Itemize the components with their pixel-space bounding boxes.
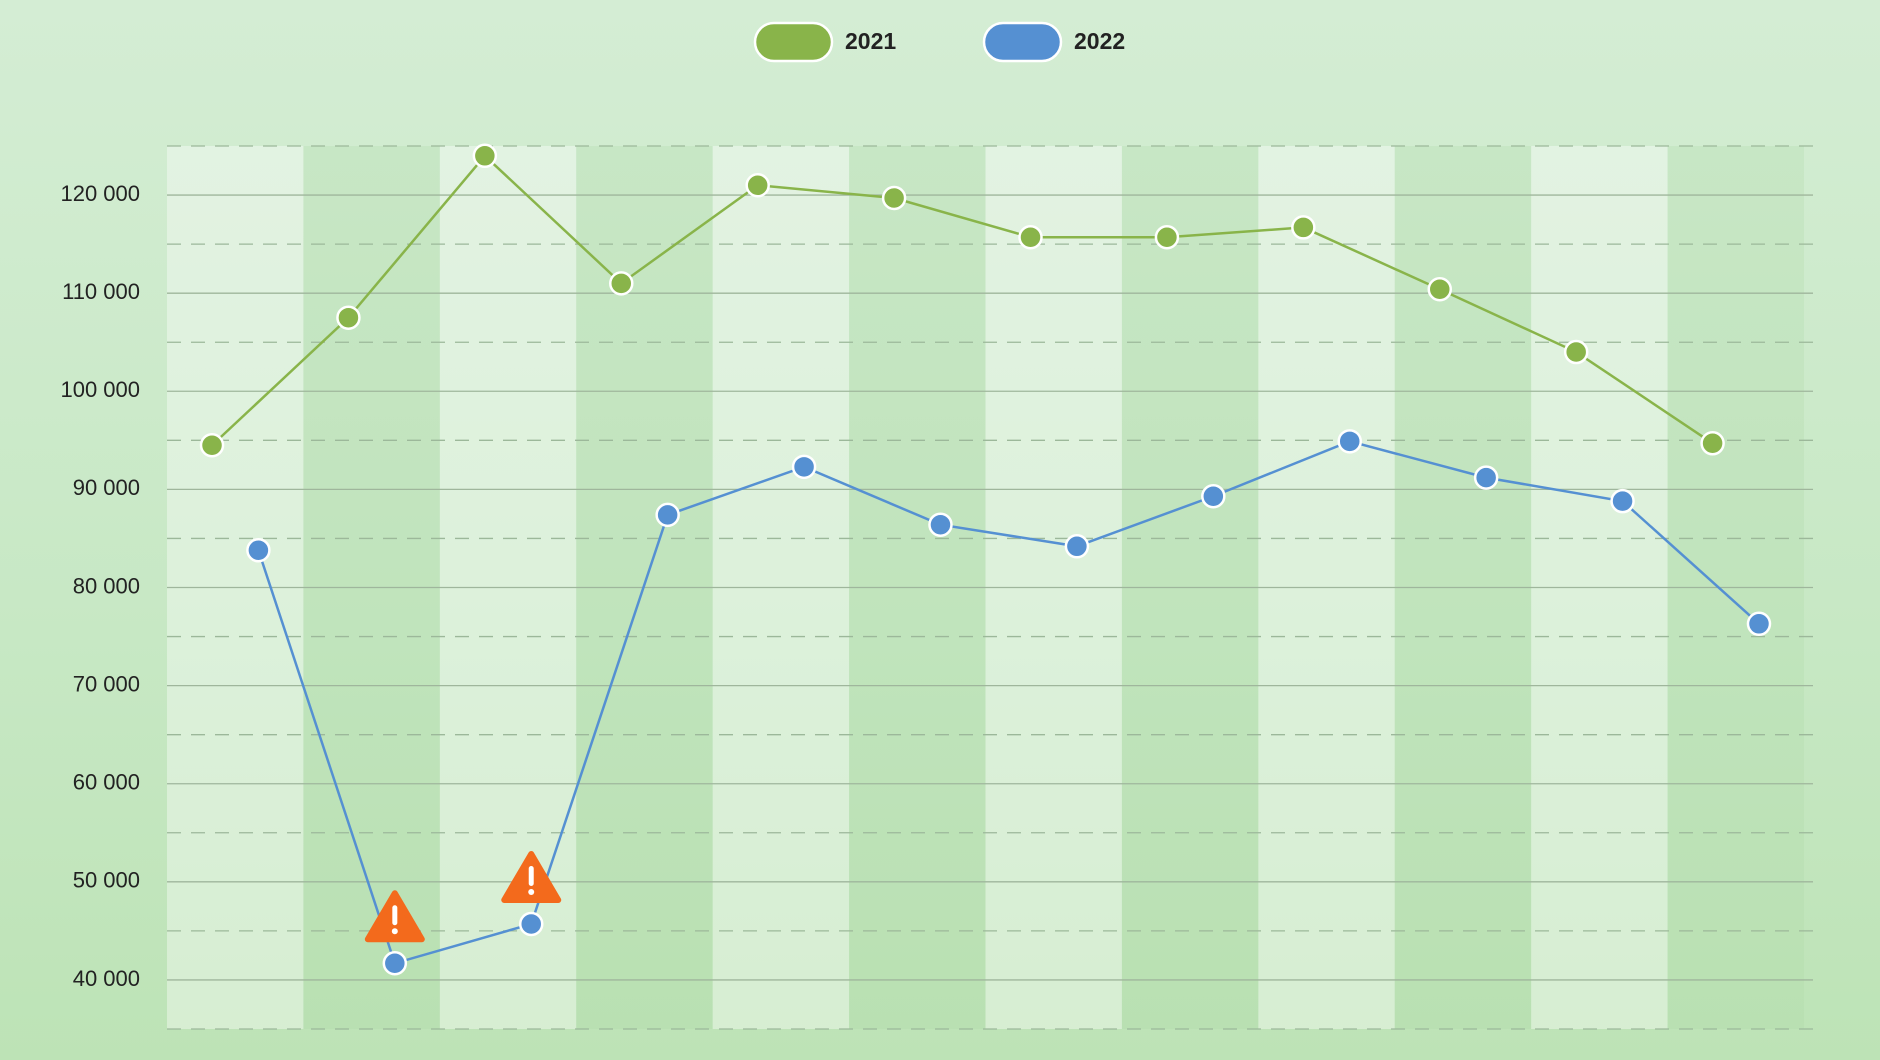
legend-swatch [982,21,1063,63]
y-tick-label: 110 000 [62,279,140,304]
grid: 40 000 50 000 60 000 70 000 80 000 90 000 100 … [60,145,1813,1030]
data-point [1700,431,1725,456]
y-tick-label: 90 000 [73,475,140,500]
data-point [1291,215,1316,240]
y-tick-label: 60 000 [73,770,140,795]
data-point [1610,488,1635,514]
data-point [1064,534,1090,559]
data-point [1473,465,1499,490]
data-point [1746,611,1772,637]
series-line [211,153,1714,447]
data-point [518,911,544,937]
data-point [382,951,408,976]
data-point [472,143,498,169]
data-point [928,512,953,537]
legend-swatch [753,21,834,63]
data-point [655,502,680,528]
legend-label: 2022 [1074,28,1125,54]
y-tick-label: 70 000 [73,671,140,696]
series-lines [199,143,1772,976]
data-point [199,432,225,458]
data-point [1563,339,1589,365]
data-point [791,454,817,480]
alert-dot [391,928,398,935]
y-tick-label: 120 000 [60,181,140,206]
y-tick-label: 80 000 [73,573,140,598]
alert-dot [528,889,535,896]
data-point [1337,429,1362,454]
y-tick-label: 100 000 [60,377,140,402]
data-point [1427,276,1453,302]
data-point [745,172,770,198]
data-point [246,537,271,563]
alert-bang [392,905,398,926]
data-point [1154,224,1180,250]
data-point [609,271,634,296]
data-point [336,305,361,330]
y-tick-label: 50 000 [73,868,140,893]
y-tick-label: 40 000 [73,966,140,991]
data-point [881,185,907,211]
legend: 2021 2022 [753,21,1125,63]
data-point [1018,224,1043,250]
alert-bang [528,866,534,887]
legend-label: 2021 [845,28,896,54]
data-point [1201,484,1226,509]
alert-icon [501,851,562,904]
alert-icon [364,890,425,943]
series-line [257,439,1760,965]
